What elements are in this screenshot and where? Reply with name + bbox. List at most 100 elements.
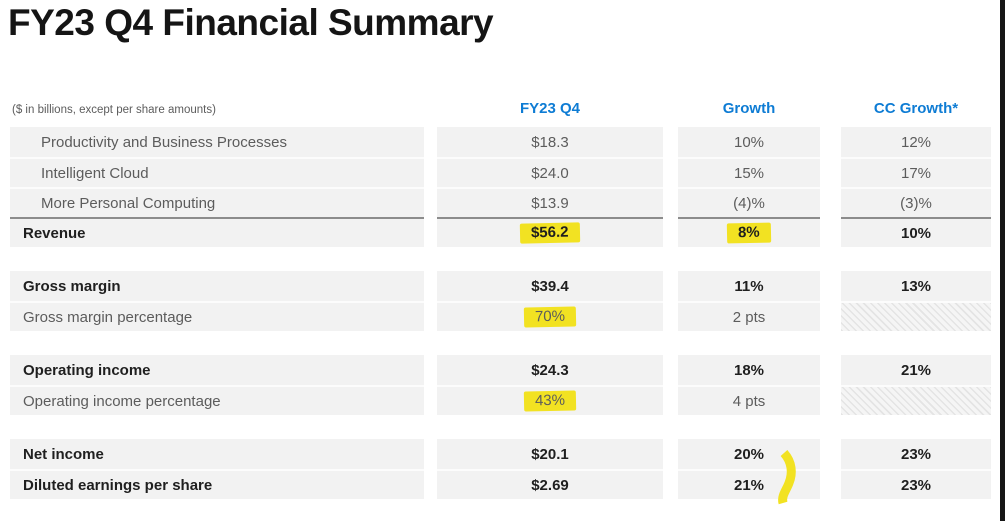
row-label: More Personal Computing	[10, 187, 424, 217]
cell-value: 2 pts	[732, 308, 766, 326]
cell-growth: 2 pts	[678, 301, 820, 331]
table-row: Operating income percentage 43% 4 pts	[10, 385, 991, 415]
cell-value: 21%	[733, 476, 765, 494]
cell-value: 10%	[733, 133, 765, 151]
row-group: Operating income $24.3 18% 21% Operating inc…	[10, 355, 991, 415]
cell-growth: 15%	[678, 157, 820, 187]
page-title: FY23 Q4 Financial Summary	[8, 2, 494, 43]
cell-growth: 8%	[678, 217, 820, 247]
screen-edge-line	[1000, 0, 1005, 521]
cell-fy23-q4: 43%	[437, 385, 663, 415]
cell-fy23-q4: $18.3	[437, 127, 663, 157]
cell-cc-growth: 17%	[841, 157, 991, 187]
cell-growth: 11%	[678, 271, 820, 301]
cell-value: $2.69	[531, 476, 569, 494]
cell-value: $39.4	[531, 277, 569, 295]
cell-cc-growth	[841, 301, 991, 331]
cell-value: 23%	[900, 476, 932, 494]
cell-value: $13.9	[531, 194, 569, 212]
row-label-text: Gross margin percentage	[23, 308, 193, 326]
cell-value: $20.1	[531, 445, 569, 463]
cell-growth: (4)%	[678, 187, 820, 217]
highlighted-value: 8%	[726, 222, 772, 244]
cell-growth: 20%	[678, 439, 820, 469]
row-group: Gross margin $39.4 11% 13% Gross margin perc…	[10, 271, 991, 331]
cell-fy23-q4: 70%	[437, 301, 663, 331]
cell-value: 18%	[733, 361, 765, 379]
cell-cc-growth: 21%	[841, 355, 991, 385]
table-row: More Personal Computing $13.9 (4)% (3)%	[10, 187, 991, 217]
row-label: Revenue	[10, 217, 424, 247]
cell-value: 21%	[900, 361, 932, 379]
row-group: Productivity and Business Processes $18.3…	[10, 127, 991, 247]
row-label-text: Operating income	[23, 361, 151, 379]
units-note: ($ in billions, except per share amounts…	[12, 104, 216, 116]
cell-value: 20%	[733, 445, 765, 463]
table-header: ($ in billions, except per share amounts…	[10, 96, 991, 118]
cell-fy23-q4: $2.69	[437, 469, 663, 499]
cell-value: 12%	[900, 133, 932, 151]
row-label: Productivity and Business Processes	[10, 127, 424, 157]
cell-value: 11%	[734, 277, 764, 295]
cell-value: $24.3	[531, 361, 569, 379]
row-label-text: Revenue	[23, 224, 86, 242]
table-row: Operating income $24.3 18% 21%	[10, 355, 991, 385]
cell-cc-growth: 13%	[841, 271, 991, 301]
row-label-text: Productivity and Business Processes	[41, 133, 287, 151]
cell-cc-growth: 23%	[841, 439, 991, 469]
cell-value: 17%	[900, 164, 932, 182]
cell-value: (4)%	[733, 194, 765, 212]
column-header-cc-growth: CC Growth*	[873, 100, 959, 117]
row-label: Operating income percentage	[10, 385, 424, 415]
table-row: Revenue $56.2 8% 10%	[10, 217, 991, 247]
row-label: Operating income	[10, 355, 424, 385]
table-row: Gross margin percentage 70% 2 pts	[10, 301, 991, 331]
cell-growth: 18%	[678, 355, 820, 385]
cell-cc-growth: 12%	[841, 127, 991, 157]
row-label-text: Net income	[23, 445, 104, 463]
cell-fy23-q4: $13.9	[437, 187, 663, 217]
cell-cc-growth: (3)%	[841, 187, 991, 217]
cell-value: 10%	[900, 224, 932, 242]
table-row: Gross margin $39.4 11% 13%	[10, 271, 991, 301]
cell-value: 23%	[900, 445, 932, 463]
highlighted-value: 70%	[523, 306, 577, 328]
cell-cc-growth	[841, 385, 991, 415]
row-label-text: More Personal Computing	[41, 194, 216, 212]
row-label-text: Intelligent Cloud	[41, 164, 149, 182]
cell-fy23-q4: $20.1	[437, 439, 663, 469]
row-label-text: Operating income percentage	[23, 392, 221, 410]
row-label: Gross margin	[10, 271, 424, 301]
table-row: Diluted earnings per share $2.69 21% 23%	[10, 469, 991, 499]
column-header-fy23-q4: FY23 Q4	[519, 100, 581, 117]
table-row: Intelligent Cloud $24.0 15% 17%	[10, 157, 991, 187]
highlighted-value: 43%	[523, 390, 577, 412]
row-label: Intelligent Cloud	[10, 157, 424, 187]
table-row: Productivity and Business Processes $18.3…	[10, 127, 991, 157]
row-label: Net income	[10, 439, 424, 469]
row-group: Net income $20.1 20% 23% Diluted earnings pe…	[10, 439, 991, 499]
cell-value: 13%	[900, 277, 932, 295]
column-header-growth: Growth	[722, 100, 776, 117]
cell-value: $24.0	[531, 164, 569, 182]
cell-fy23-q4: $24.3	[437, 355, 663, 385]
cell-fy23-q4: $56.2	[437, 217, 663, 247]
cell-growth: 10%	[678, 127, 820, 157]
cell-value: (3)%	[900, 194, 932, 212]
financial-table: Productivity and Business Processes $18.3…	[10, 127, 991, 499]
row-label: Gross margin percentage	[10, 301, 424, 331]
cell-value: $18.3	[531, 133, 569, 151]
row-label-text: Gross margin	[23, 277, 121, 295]
table-row: Net income $20.1 20% 23%	[10, 439, 991, 469]
cell-growth: 21%	[678, 469, 820, 499]
cell-growth: 4 pts	[678, 385, 820, 415]
cell-fy23-q4: $39.4	[437, 271, 663, 301]
highlighted-value: $56.2	[520, 222, 580, 244]
row-label-text: Diluted earnings per share	[23, 476, 213, 494]
cell-fy23-q4: $24.0	[437, 157, 663, 187]
cell-cc-growth: 23%	[841, 469, 991, 499]
cell-cc-growth: 10%	[841, 217, 991, 247]
cell-value: 4 pts	[732, 392, 766, 410]
row-label: Diluted earnings per share	[10, 469, 424, 499]
